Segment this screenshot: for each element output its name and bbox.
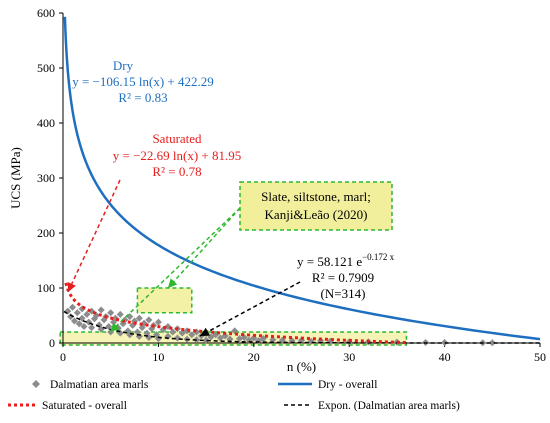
scatter-point xyxy=(67,313,75,321)
saturated-annotation-title: Saturated xyxy=(152,131,202,146)
legend-dry-label: Dry - overall xyxy=(318,379,377,391)
expon-annotation-n: (N=314) xyxy=(321,286,366,301)
legend: Dalmatian area marls Dry - overall Satur… xyxy=(8,379,460,412)
y-tick-label: 600 xyxy=(37,6,55,20)
y-tick-label: 0 xyxy=(49,336,55,350)
dry-annotation-equation: y = −106.15 ln(x) + 422.29 xyxy=(72,74,214,89)
x-axis-ticks: 0 10 20 30 40 50 xyxy=(60,343,546,364)
scatter-point xyxy=(441,338,449,346)
x-tick-label: 30 xyxy=(343,350,355,364)
expon-eq-base: y = 58.121 e xyxy=(297,254,362,269)
x-tick-label: 50 xyxy=(534,350,546,364)
y-axis-label: UCS (MPa) xyxy=(8,147,23,209)
scatter-point xyxy=(69,303,77,311)
expon-annotation-r2: R² = 0.7909 xyxy=(312,270,374,285)
y-axis-ticks: 0 100 200 300 400 500 600 xyxy=(37,6,63,350)
scatter-point xyxy=(135,314,143,322)
literature-label-box xyxy=(239,181,393,231)
y-tick-label: 400 xyxy=(37,116,55,130)
x-tick-label: 10 xyxy=(152,350,164,364)
y-tick-label: 100 xyxy=(37,281,55,295)
scatter-point xyxy=(235,335,243,343)
literature-label-line1: Slate, siltstone, marl; xyxy=(261,189,371,204)
scatter-point xyxy=(269,336,277,344)
scatter-point xyxy=(70,317,78,325)
scatter-point xyxy=(145,316,153,324)
scatter-point xyxy=(73,309,81,317)
data-region-box-mid xyxy=(136,287,193,314)
y-tick-label: 300 xyxy=(37,171,55,185)
literature-label-line2: Kanji&Leão (2020) xyxy=(265,207,368,222)
scatter-point xyxy=(75,320,83,328)
dry-overall-curve xyxy=(63,16,541,341)
dry-annotation-r2: R² = 0.83 xyxy=(118,90,167,105)
legend-scatter-label: Dalmatian area marls xyxy=(50,379,149,391)
y-tick-label: 500 xyxy=(37,61,55,75)
expon-eq-exponent: −0.172 x xyxy=(362,252,395,262)
scatter-point xyxy=(80,323,88,330)
legend-expon-label: Expon. (Dalmatian area marls) xyxy=(318,400,460,412)
scatter-point xyxy=(202,336,210,344)
expon-annotation-equation: y = 58.121 e−0.172 x xyxy=(297,252,395,269)
scatter-point xyxy=(97,306,105,314)
dry-annotation-title: Dry xyxy=(113,58,134,73)
scatter-point xyxy=(116,310,124,318)
x-axis-label: n (%) xyxy=(287,359,316,374)
scatter-point xyxy=(154,318,162,326)
scatter-point xyxy=(83,310,91,318)
scatter-point xyxy=(169,328,177,336)
y-tick-label: 200 xyxy=(37,226,55,240)
box-annotation-arrow-2 xyxy=(109,207,241,333)
saturated-annotation-equation: y = −22.69 ln(x) + 81.95 xyxy=(113,148,242,163)
scatter-point xyxy=(488,339,496,347)
saturated-annotation-r2: R² = 0.78 xyxy=(152,164,201,179)
scatter-point xyxy=(78,314,86,322)
x-tick-label: 40 xyxy=(439,350,451,364)
scatter-point xyxy=(188,331,196,339)
scatter-point xyxy=(107,309,115,317)
saturated-annotation-arrow xyxy=(67,179,121,293)
legend-scatter-marker xyxy=(32,380,40,388)
expon-annotation-arrow xyxy=(199,281,301,337)
saturated-overall-curve xyxy=(64,282,407,345)
scatter-point xyxy=(88,324,96,332)
legend-saturated-label: Saturated - overall xyxy=(42,400,127,412)
x-tick-label: 20 xyxy=(248,350,260,364)
expon-trendline xyxy=(63,310,540,344)
x-tick-label: 0 xyxy=(60,350,66,364)
box-annotation-arrow-1 xyxy=(167,207,241,289)
